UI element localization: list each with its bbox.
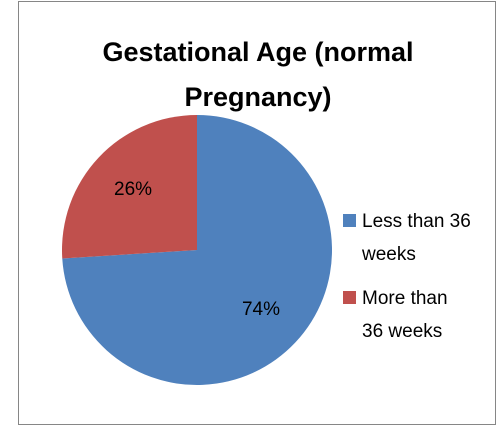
chart-title: Gestational Age (normal Pregnancy) bbox=[102, 37, 414, 112]
legend-swatch bbox=[343, 291, 356, 304]
legend-swatch bbox=[343, 214, 356, 227]
chart-border bbox=[18, 1, 496, 425]
pie-slice bbox=[62, 115, 197, 259]
pie-slice bbox=[62, 115, 333, 385]
data-label: 74% bbox=[242, 299, 280, 320]
data-label: 26% bbox=[114, 179, 152, 200]
legend-label: More than 36 weeks bbox=[362, 288, 448, 342]
legend-label: Less than 36 weeks bbox=[362, 211, 471, 265]
